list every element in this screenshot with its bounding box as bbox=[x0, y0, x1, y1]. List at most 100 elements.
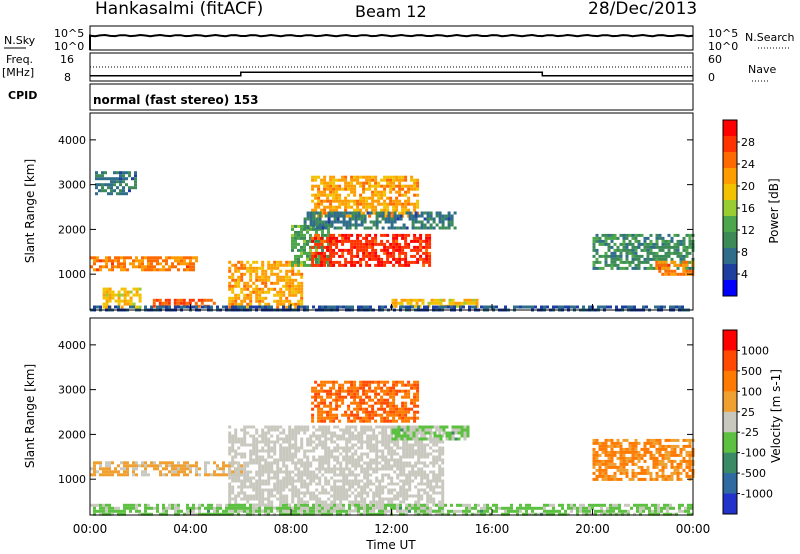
power-cell-8 bbox=[315, 217, 319, 221]
velocity-cell-2 bbox=[356, 407, 360, 411]
power-cell-0 bbox=[171, 262, 174, 266]
velocity-cell-1 bbox=[312, 479, 316, 483]
velocity-cell-4 bbox=[183, 512, 186, 516]
power-cell-6 bbox=[329, 242, 333, 246]
power-cell-11 bbox=[634, 251, 638, 255]
power-cell-1 bbox=[125, 192, 128, 196]
velocity-cell-1 bbox=[405, 494, 409, 498]
velocity-cell-1 bbox=[339, 464, 343, 468]
power-cell-5 bbox=[321, 248, 324, 252]
power-cell-11 bbox=[664, 251, 668, 255]
power-cell-6 bbox=[383, 260, 387, 264]
velocity-cell-1 bbox=[441, 440, 445, 444]
velocity-cell-2 bbox=[377, 392, 381, 396]
power-cell-6 bbox=[413, 245, 417, 249]
power-cell-11 bbox=[601, 239, 605, 243]
velocity-cell-1 bbox=[255, 470, 259, 474]
velocity-cell-1 bbox=[354, 473, 358, 477]
velocity-cell-4 bbox=[561, 512, 564, 516]
velocity-cell-4 bbox=[213, 509, 216, 513]
velocity-cell-1 bbox=[372, 428, 376, 432]
power-cell-4 bbox=[243, 272, 247, 276]
power-cell-0 bbox=[171, 265, 174, 269]
power-cell-10 bbox=[600, 305, 603, 309]
power-cell-11 bbox=[619, 254, 623, 258]
velocity-cell-2 bbox=[311, 401, 315, 405]
power-cell-11 bbox=[652, 245, 656, 249]
velocity-cell-2 bbox=[383, 389, 387, 393]
power-cell-9 bbox=[460, 301, 464, 305]
velocity-cell-4 bbox=[543, 503, 546, 507]
velocity-cell-2 bbox=[335, 404, 339, 408]
power-cell-6 bbox=[356, 236, 360, 240]
power-cell-6 bbox=[395, 245, 399, 249]
power-cell-11 bbox=[679, 242, 683, 246]
velocity-cell-4 bbox=[639, 512, 642, 516]
velocity-cell-1 bbox=[393, 497, 397, 501]
velocity-cell-1 bbox=[315, 503, 319, 507]
velocity-cell-4 bbox=[495, 503, 498, 507]
power-cell-10 bbox=[609, 305, 612, 309]
velocity-cell-1 bbox=[333, 449, 337, 453]
velocity-cell-1 bbox=[387, 461, 391, 465]
power-cell-8 bbox=[384, 220, 388, 224]
power-cell-4 bbox=[276, 266, 280, 270]
power-cell-6 bbox=[332, 242, 336, 246]
velocity-cell-4 bbox=[264, 509, 267, 513]
velocity-cell-4 bbox=[135, 506, 138, 510]
power-cell-0 bbox=[132, 259, 135, 263]
velocity-cell-1 bbox=[366, 479, 370, 483]
power-cell-1 bbox=[116, 180, 119, 184]
velocity-cell-1 bbox=[387, 443, 391, 447]
velocity-cell-2 bbox=[338, 398, 342, 402]
velocity-cell-0 bbox=[186, 461, 189, 465]
velocity-cell-4 bbox=[288, 506, 291, 510]
power-cell-12 bbox=[655, 263, 659, 267]
power-cell-6 bbox=[386, 260, 390, 264]
velocity-cell-1 bbox=[327, 428, 331, 432]
power-cell-0 bbox=[180, 259, 183, 263]
velocity-cell-2 bbox=[389, 401, 393, 405]
power-cell-6 bbox=[389, 260, 393, 264]
velocity-cell-4 bbox=[339, 509, 342, 513]
velocity-cell-4 bbox=[501, 506, 504, 510]
power-cell-1 bbox=[113, 180, 116, 184]
power-cell-6 bbox=[419, 239, 423, 243]
velocity-cell-2 bbox=[356, 395, 360, 399]
power-cell-1 bbox=[119, 174, 122, 178]
power-cell-6 bbox=[332, 236, 336, 240]
power-cell-2 bbox=[120, 299, 124, 303]
power-cell-8 bbox=[420, 220, 424, 224]
velocity-cell-1 bbox=[351, 509, 355, 513]
velocity-cell-1 bbox=[378, 461, 382, 465]
velocity-cell-4 bbox=[612, 503, 615, 507]
power-cell-4 bbox=[234, 263, 238, 267]
velocity-cell-5 bbox=[598, 459, 602, 463]
power-cell-4 bbox=[282, 293, 286, 297]
velocity-cell-1 bbox=[357, 479, 361, 483]
velocity-cell-1 bbox=[336, 449, 340, 453]
power-cell-0 bbox=[177, 259, 180, 263]
velocity-cell-1 bbox=[375, 488, 379, 492]
velocity-cell-4 bbox=[666, 512, 669, 516]
power-cell-11 bbox=[622, 248, 626, 252]
power-cell-4 bbox=[231, 278, 235, 282]
power-cell-1 bbox=[113, 183, 116, 187]
power-cell-10 bbox=[270, 305, 273, 309]
velocity-cell-1 bbox=[423, 470, 427, 474]
velocity-cell-1 bbox=[402, 491, 406, 495]
velocity-cell-1 bbox=[387, 482, 391, 486]
power-cell-7 bbox=[326, 196, 330, 200]
velocity-cell-1 bbox=[267, 476, 271, 480]
velocity-cell-1 bbox=[420, 473, 424, 477]
velocity-cell-1 bbox=[348, 431, 352, 435]
power-cell-10 bbox=[132, 305, 135, 309]
velocity-cell-1 bbox=[309, 470, 313, 474]
velocity-cell-4 bbox=[222, 512, 225, 516]
power-cell-6 bbox=[404, 236, 408, 240]
power-cell-11 bbox=[613, 257, 617, 261]
power-cell-6 bbox=[374, 233, 378, 237]
power-cell-2 bbox=[123, 296, 127, 300]
power-cell-5 bbox=[291, 242, 294, 246]
velocity-cell-1 bbox=[375, 461, 379, 465]
